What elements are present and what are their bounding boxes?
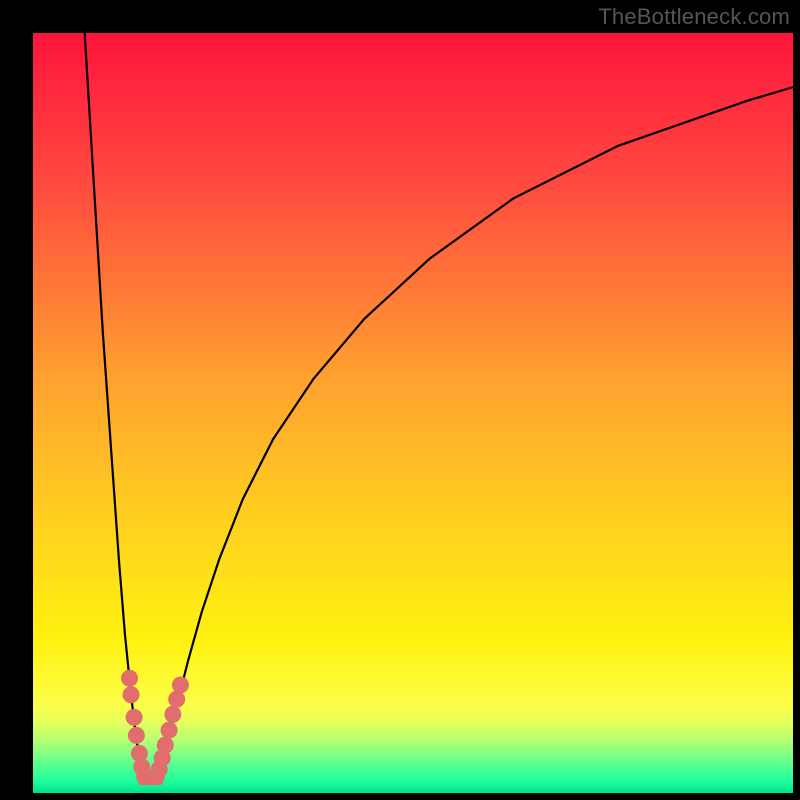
curve-left-branch (85, 33, 150, 785)
curve-overlay (33, 33, 793, 785)
chart-frame: TheBottleneck.com (0, 0, 800, 800)
data-marker (126, 709, 142, 725)
watermark-text: TheBottleneck.com (598, 4, 790, 30)
data-marker (123, 687, 139, 703)
data-marker (157, 737, 173, 753)
data-marker (165, 706, 181, 722)
data-marker (169, 691, 185, 707)
data-marker (122, 670, 138, 686)
curve-right-branch (150, 87, 793, 785)
plot-area (33, 33, 793, 785)
data-marker (161, 722, 177, 738)
data-marker (172, 677, 188, 693)
data-marker (128, 727, 144, 743)
